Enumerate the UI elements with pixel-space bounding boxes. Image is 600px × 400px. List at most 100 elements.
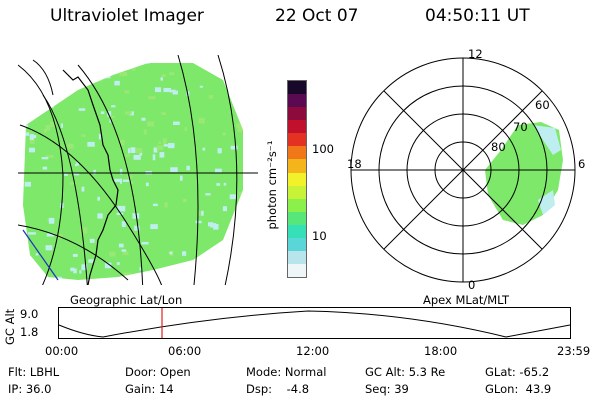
- aurora-speckle: [56, 56, 63, 62]
- timeline-xtick-1200: 12:00: [296, 344, 330, 358]
- aurora-speckle: [70, 182, 76, 185]
- aurora-speckle: [32, 135, 37, 139]
- aurora-speckle: [236, 55, 240, 58]
- timeline-xtick-0600: 06:00: [168, 344, 202, 358]
- aurora-speckle: [107, 111, 112, 117]
- aurora-speckle: [121, 221, 126, 227]
- aurora-speckle: [100, 111, 105, 115]
- aurora-speckle: [70, 267, 75, 272]
- instrument-title: Ultraviolet Imager: [50, 6, 204, 26]
- aurora-speckle: [116, 212, 124, 216]
- aurora-speckle: [81, 264, 88, 271]
- aurora-speckle: [124, 111, 132, 115]
- aurora-speckle: [29, 138, 35, 144]
- aurora-speckle: [88, 259, 94, 263]
- info-glat: GLat: -65.2: [485, 365, 550, 379]
- aurora-speckle: [180, 175, 183, 181]
- aurora-speckle: [217, 148, 222, 154]
- aurora-speckle: [50, 121, 57, 127]
- aurora-speckle: [87, 141, 95, 147]
- info-gc-alt: GC Alt: 5.3 Re: [365, 365, 446, 379]
- aurora-speckle: [169, 251, 173, 255]
- mlt-label-6: 6: [578, 157, 586, 171]
- aurora-speckle: [119, 71, 128, 77]
- aurora-speckle: [41, 157, 49, 160]
- info-glon: GLon: 43.9: [485, 382, 552, 396]
- colorbar-segment: [288, 250, 306, 264]
- info-gain: Gain: 14: [125, 382, 174, 396]
- aurora-speckle: [94, 63, 97, 67]
- aurora-speckle: [208, 95, 214, 99]
- aurora-speckle: [182, 198, 187, 203]
- info-flt: Flt: LBHL: [8, 365, 60, 379]
- colorbar-segment: [288, 211, 306, 225]
- aurora-speckle: [97, 196, 100, 201]
- aurora-speckle: [182, 251, 187, 256]
- aurora-speckle: [119, 139, 125, 146]
- lat-label-80: 80: [491, 140, 506, 154]
- aurora-speckle: [109, 118, 112, 123]
- aurora-speckle: [45, 124, 51, 131]
- colorbar-segment: [288, 224, 306, 238]
- aurora-speckle: [159, 152, 165, 158]
- aurora-speckle: [96, 78, 103, 82]
- aurora-speckle: [169, 72, 175, 76]
- aurora-speckle: [131, 66, 136, 71]
- aurora-speckle: [172, 90, 178, 95]
- aurora-speckle: [43, 128, 47, 133]
- aurora-speckle: [45, 154, 54, 158]
- aurora-speckle: [93, 169, 96, 175]
- aurora-speckle: [132, 213, 140, 219]
- aurora-speckle: [104, 262, 112, 269]
- colorbar-segment: [288, 159, 306, 173]
- aurora-speckle: [46, 233, 55, 237]
- aurora-speckle: [229, 194, 237, 200]
- info-ip: IP: 36.0: [8, 382, 52, 396]
- aurora-speckle: [222, 206, 228, 212]
- aurora-speckle: [18, 165, 23, 167]
- aurora-speckle: [81, 134, 86, 137]
- aurora-speckle: [109, 115, 116, 118]
- mlt-label-18: 18: [347, 157, 362, 171]
- aurora-speckle: [216, 183, 221, 186]
- polar-caption: Apex MLat/MLT: [423, 293, 510, 307]
- aurora-speckle: [158, 141, 161, 145]
- aurora-speckle: [169, 57, 171, 60]
- aurora-speckle: [134, 225, 140, 231]
- info-door: Door: Open: [125, 365, 191, 379]
- aurora-speckle: [133, 154, 141, 160]
- aurora-speckle: [184, 126, 187, 131]
- aurora-speckle: [23, 132, 30, 136]
- aurora-speckle: [173, 264, 177, 270]
- aurora-speckle: [230, 145, 238, 150]
- aurora-speckle: [153, 147, 158, 153]
- colorbar-segment: [288, 133, 306, 147]
- colorbar-segment: [288, 107, 306, 121]
- aurora-speckle: [236, 123, 243, 128]
- aurora-speckle: [111, 105, 116, 108]
- aurora-speckle: [28, 147, 36, 153]
- aurora-speckle: [148, 96, 156, 100]
- aurora-speckle: [35, 253, 39, 256]
- aurora-speckle: [180, 58, 183, 61]
- aurora-speckle: [163, 144, 171, 147]
- mlt-label-12: 12: [468, 47, 483, 61]
- aurora-speckle: [147, 121, 154, 127]
- aurora-speckle: [168, 143, 175, 149]
- aurora-speckle: [72, 253, 78, 257]
- aurora-speckle: [23, 89, 30, 95]
- aurora-speckle: [169, 89, 176, 93]
- aurora-speckle: [173, 121, 180, 125]
- aurora-speckle: [121, 249, 127, 252]
- colorbar-segment: [288, 81, 306, 95]
- aurora-speckle: [73, 268, 77, 274]
- aurora-speckle: [73, 172, 80, 176]
- aurora-speckle: [109, 251, 116, 257]
- aurora-speckle: [199, 85, 203, 88]
- aurora-speckle: [161, 74, 166, 77]
- aurora-speckle: [236, 225, 240, 229]
- aurora-speckle: [200, 63, 205, 64]
- aurora-speckle: [195, 220, 202, 224]
- aurora-speckle: [208, 276, 216, 280]
- aurora-speckle: [79, 270, 82, 274]
